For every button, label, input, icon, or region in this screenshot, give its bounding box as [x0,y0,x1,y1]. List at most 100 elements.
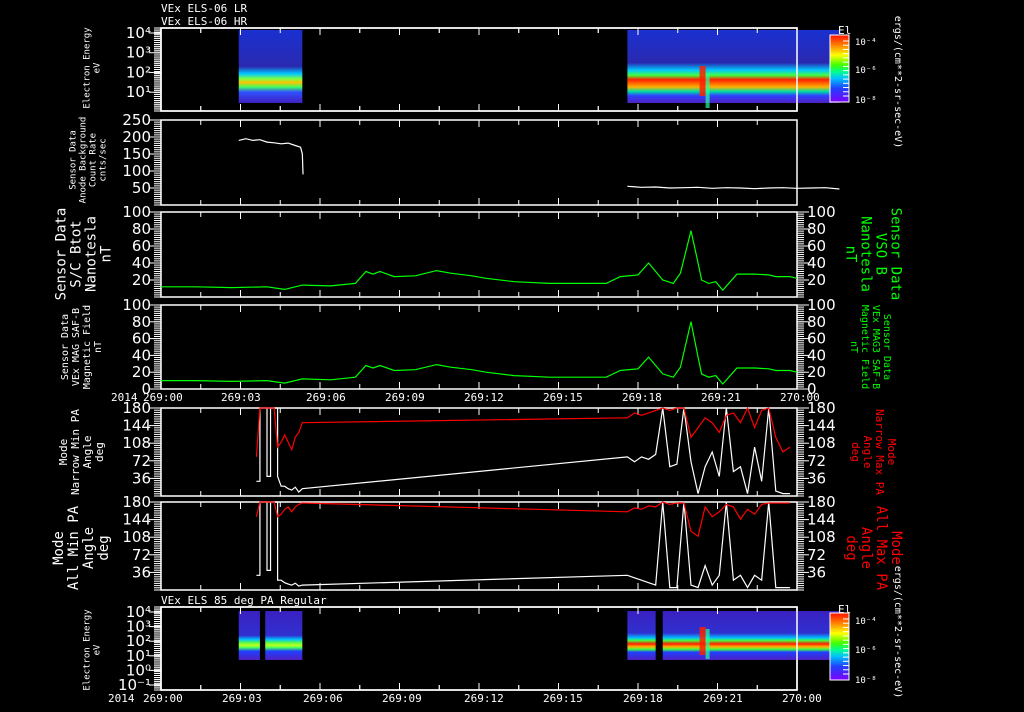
panel-4-frame [154,304,804,390]
time-tick-mid-1: 269:03 [221,391,261,404]
y-tick-label: 60 [807,237,826,255]
y-tick-label: 100 [807,203,836,221]
panel-5-ylabel: Mode Narrow Min PA Angle deg [57,408,107,496]
y-tick-label: 60 [807,330,826,348]
y-tick-label: 108 [122,528,151,546]
data-trace [238,138,304,175]
time-tick-7: 269:21 [703,692,743,705]
y-tick-label: 150 [122,145,151,163]
panel-1-frame [154,27,798,112]
panel-2-frame [154,119,798,206]
y-tick-label: 180 [807,493,836,511]
y-tick-label: 40 [132,254,151,272]
y-tick-label: 20 [807,271,826,289]
panel-7-frame [154,606,798,691]
data-trace [255,406,791,457]
time-tick-2: 269:06 [303,692,343,705]
y-tick-label: 36 [132,563,151,581]
time-tick-5: 269:15 [543,692,583,705]
y-tick-label: 20 [807,363,826,381]
y-tick-label: 10² [126,632,151,650]
panel-6-frame [154,501,804,591]
time-tick-3: 269:09 [382,692,422,705]
colorbar-tick-2: 10⁻⁶ [855,66,877,76]
panel-1-ylabel: Electron Energy eV [82,27,103,109]
y-tick-label: 40 [807,346,826,364]
data-trace [255,501,790,538]
panel-3-ylabel-right: Sensor Data VSO B Nanotesla nT [841,207,903,301]
time-tick-mid-3: 269:09 [385,391,425,404]
y-tick-label: 180 [807,399,836,417]
panel-3-ylabel: Sensor Data S/C Btot Nanotesla nT [52,207,114,301]
spectrogram-block [238,30,303,103]
y-tick-label: 180 [122,399,151,417]
y-tick-label: 180 [122,493,151,511]
y-tick-label: 10³ [126,44,151,62]
y-tick-label: 108 [122,434,151,452]
y-tick-label: 0 [141,380,151,398]
time-tick-mid-0: 269:00 [143,391,183,404]
time-tick-1: 269:03 [222,692,262,705]
y-tick-label: 144 [122,417,151,435]
panel-3-frame [154,211,804,298]
panel-4-ylabel: Sensor Data VEx MAG SAF-B Magnetic Field… [60,304,105,390]
y-tick-label: 0 [807,380,817,398]
y-tick-label: 100 [122,162,151,180]
time-tick-0: 269:00 [143,692,183,705]
spectrogram-block [627,30,840,103]
y-tick-label: 108 [807,434,836,452]
y-tick-label: 36 [132,469,151,487]
y-tick-label: 200 [122,128,151,146]
year-label-bottom: 2014 [108,692,135,705]
time-tick-mid-4: 269:12 [464,391,504,404]
panel-5-frame [154,407,804,497]
y-tick-label: 250 [122,111,151,129]
colorbar-units-top: ergs/(cm**2-sr-sec-eV) [892,15,903,149]
y-tick-label: 60 [132,330,151,348]
time-tick-mid-8: 270:00 [780,391,820,404]
title-line-2: VEx ELS-06 HR [161,15,248,28]
y-tick-label: 144 [807,417,836,435]
spectrogram-block [793,30,797,103]
time-tick-4: 269:12 [464,692,504,705]
data-trace [161,230,798,292]
y-tick-label: 108 [807,528,836,546]
panel-6-ylabel-right: Mode All Max PA Angle deg [843,505,905,591]
colorbar-label-top: El [838,24,852,37]
y-tick-label: 80 [132,220,151,238]
spectrogram-block [793,611,797,660]
y-tick-label: 72 [132,452,151,470]
time-tick-8: 270:00 [782,692,822,705]
y-tick-label: 100 [122,203,151,221]
data-trace [161,321,798,385]
time-tick-mid-5: 269:15 [543,391,583,404]
panel-4-ylabel-right: Sensor Data VEx MAG3 SAF-B Magnetic Fiel… [848,304,893,390]
y-tick-label: 72 [132,546,151,564]
time-tick-mid-7: 269:21 [701,391,741,404]
time-tick-mid-6: 269:18 [622,391,662,404]
title-line-1: VEx ELS-06 LR [161,2,248,15]
time-tick-mid-2: 269:06 [306,391,346,404]
colorbar-bottom-tick-3: 10⁻⁸ [855,676,877,686]
data-trace [627,185,840,190]
y-tick-label: 10² [126,63,151,81]
y-tick-label: 10³ [126,618,151,636]
y-tick-label: 60 [132,237,151,255]
time-tick-6: 269:18 [623,692,663,705]
colorbar-bottom-tick-1: 10⁻⁴ [855,617,877,627]
y-tick-label: 80 [807,313,826,331]
y-tick-label: 10⁴ [126,603,151,621]
y-tick-label: 10⁻¹ [118,676,151,694]
y-tick-label: 20 [132,363,151,381]
y-tick-label: 10¹ [126,83,151,101]
y-tick-label: 36 [807,563,826,581]
y-tick-label: 72 [807,546,826,564]
y-tick-label: 20 [132,271,151,289]
colorbar-tick-1: 10⁻⁴ [855,38,877,48]
colorbar-bottom-tick-2: 10⁻⁶ [855,646,877,656]
y-tick-label: 144 [807,511,836,529]
spectrogram-block [238,611,303,660]
panel-6-ylabel: Mode All Min PA Angle deg [51,505,113,591]
